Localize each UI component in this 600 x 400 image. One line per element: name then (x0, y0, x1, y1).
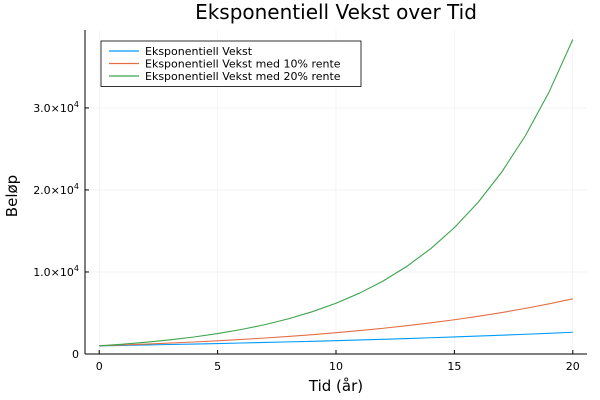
y-tick-label-base: 0 (72, 348, 79, 361)
y-tick-label-base: 1.0×10 (33, 266, 74, 279)
y-tick-label-base: 3.0×10 (33, 102, 74, 115)
y-axis-title: Beløp (3, 175, 21, 217)
x-tick-label: 20 (566, 360, 580, 373)
legend-box (100, 40, 362, 87)
y-tick-label: 3.0×104 (33, 100, 79, 115)
y-tick-label-exponent: 4 (74, 100, 79, 109)
x-tick-label: 10 (329, 360, 343, 373)
series-line-3 (99, 39, 574, 347)
series-line-2 (99, 298, 573, 347)
legend-label-1: Eksponentiell Vekst (145, 45, 253, 58)
y-tick-label: 0 (72, 348, 79, 361)
legend-label-2: Eksponentiell Vekst med 10% rente (145, 58, 341, 71)
x-tick-label: 15 (447, 360, 461, 373)
y-tick-label-exponent: 4 (74, 182, 79, 191)
x-tick-label: 0 (96, 360, 103, 373)
chart-title: Eksponentiell Vekst over Tid (195, 0, 477, 24)
y-tick-label-base: 2.0×10 (33, 184, 74, 197)
series-group (99, 39, 574, 347)
legend-label-3: Eksponentiell Vekst med 20% rente (145, 70, 341, 83)
y-tick-label-exponent: 4 (74, 264, 79, 273)
x-axis-title: Tid (år) (308, 377, 363, 395)
y-tick-label: 2.0×104 (33, 182, 79, 197)
y-tick-label: 1.0×104 (33, 264, 79, 279)
axes (84, 30, 587, 355)
x-tick-label: 5 (214, 360, 221, 373)
series-line-1 (99, 331, 573, 347)
